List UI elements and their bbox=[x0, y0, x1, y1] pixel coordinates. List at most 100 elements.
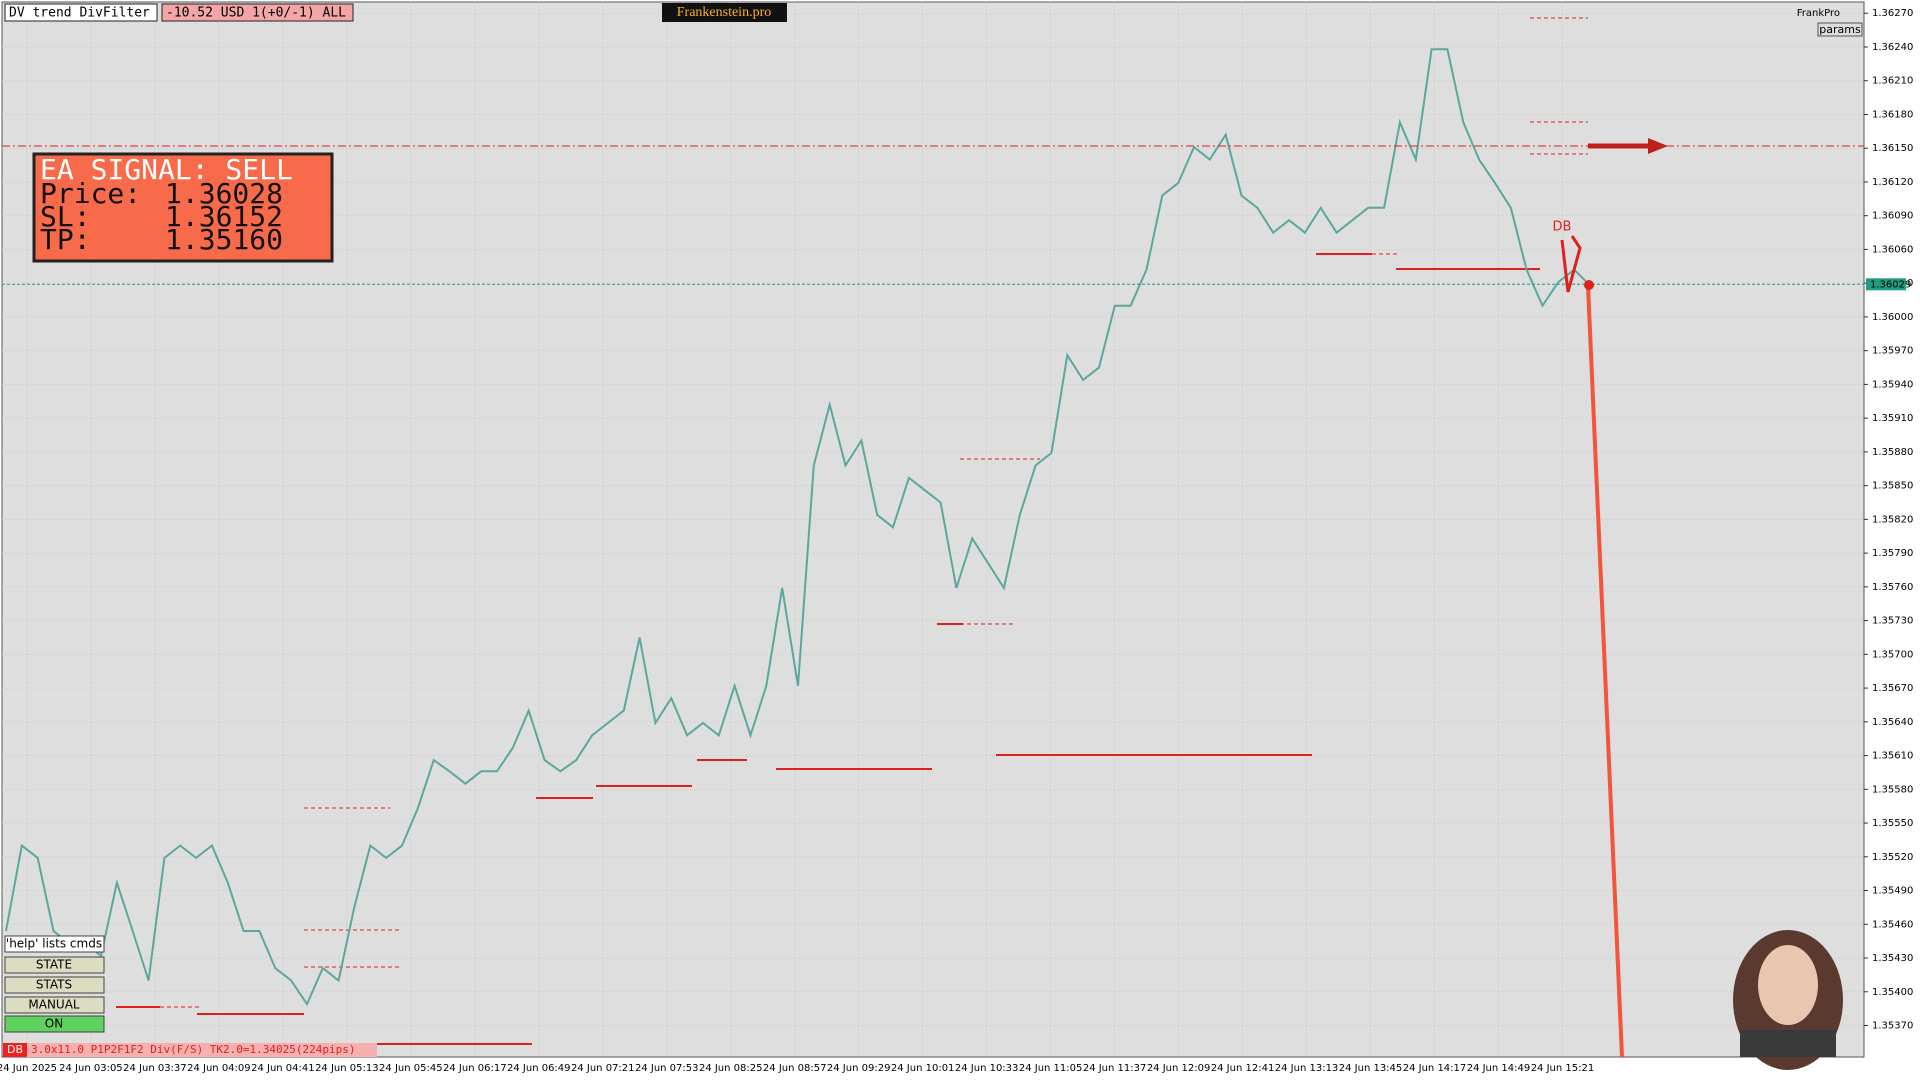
y-tick-label: 1.35490 bbox=[1872, 886, 1913, 897]
y-tick-label: 1.35610 bbox=[1872, 751, 1913, 762]
plot-layer bbox=[2, 48, 1864, 1007]
signal-rows: Price: 1.36028 SL: 1.36152 TP: 1.35160 bbox=[40, 177, 283, 256]
y-tick-label: 1.36060 bbox=[1872, 244, 1913, 255]
x-tick-label: 24 Jun 10:33 bbox=[955, 1063, 1019, 1074]
signal-title: EA SIGNAL: SELL bbox=[40, 153, 293, 186]
y-tick-label: 1.36120 bbox=[1872, 177, 1913, 188]
sl-arrowhead bbox=[1648, 138, 1668, 154]
y-tick-label: 1.35640 bbox=[1872, 717, 1913, 728]
signal-label: TP: bbox=[40, 223, 91, 256]
x-tick-label: 24 Jun 09:29 bbox=[827, 1063, 891, 1074]
x-tick-label: 24 Jun 04:09 bbox=[187, 1063, 251, 1074]
button-panel: 'help' lists cmds STATE STATS MANUAL ON bbox=[4, 935, 105, 1033]
price-line bbox=[5, 48, 1591, 1007]
x-tick-label: 24 Jun 10:01 bbox=[891, 1063, 955, 1074]
x-tick-label: 24 Jun 05:45 bbox=[379, 1063, 443, 1074]
entry-marker bbox=[1584, 280, 1594, 290]
x-tick-label: 24 Jun 15:21 bbox=[1531, 1063, 1595, 1074]
y-tick-label: 1.35760 bbox=[1872, 582, 1913, 593]
x-tick-label: 24 Jun 14:49 bbox=[1467, 1063, 1531, 1074]
bid-label-box bbox=[1866, 278, 1906, 291]
signal-value: 1.35160 bbox=[165, 223, 283, 256]
db-pattern bbox=[1560, 235, 1582, 293]
status-tag: DB bbox=[7, 1043, 23, 1056]
status-text: 3.0x11.0 P1P2F1F2 Div(F/S) TK2.0=1.34025… bbox=[31, 1043, 356, 1056]
y-tick-label: 1.35850 bbox=[1872, 481, 1913, 492]
button-bg[interactable] bbox=[4, 956, 105, 974]
y-tick-label: 1.35910 bbox=[1872, 413, 1913, 424]
y-tick-label: 1.36240 bbox=[1872, 42, 1913, 53]
button-bg bbox=[4, 935, 105, 953]
ea-name: DV trend DivFilter bbox=[9, 6, 150, 21]
account: FrankPro bbox=[1797, 8, 1840, 19]
x-tick-label: 24 Jun 05:13 bbox=[315, 1063, 379, 1074]
x-tick-label: 24 Jun 07:53 bbox=[635, 1063, 699, 1074]
x-tick-label: 24 Jun 14:17 bbox=[1403, 1063, 1467, 1074]
x-tick-label: 24 Jun 11:05 bbox=[1019, 1063, 1083, 1074]
params[interactable]: params bbox=[1819, 23, 1861, 36]
x-tick-label: 24 Jun 08:57 bbox=[763, 1063, 827, 1074]
y-tick-label: 1.35670 bbox=[1872, 683, 1913, 694]
y-tick-label: 1.35400 bbox=[1872, 987, 1913, 998]
x-tick-label: 24 Jun 12:09 bbox=[1147, 1063, 1211, 1074]
y-tick-label: 1.35700 bbox=[1872, 649, 1913, 660]
y-tick-label: 1.35460 bbox=[1872, 919, 1913, 930]
signal-value: 1.36028 bbox=[165, 177, 283, 210]
x-tick-label: 24 Jun 06:17 bbox=[443, 1063, 507, 1074]
x-tick-label: 24 Jun 04:41 bbox=[251, 1063, 315, 1074]
button-bg[interactable] bbox=[4, 996, 105, 1014]
button-bg[interactable] bbox=[4, 976, 105, 994]
button-label[interactable]: ON bbox=[45, 1017, 63, 1031]
x-tick-label: 24 Jun 03:05 bbox=[59, 1063, 123, 1074]
brand-box bbox=[662, 3, 787, 22]
y-tick-label: 1.35580 bbox=[1872, 784, 1913, 795]
x-tick-label: 24 Jun 08:25 bbox=[699, 1063, 763, 1074]
tp-projection bbox=[1586, 285, 1624, 1058]
y-tick-label: 1.35880 bbox=[1872, 447, 1913, 458]
y-tick-label: 1.35820 bbox=[1872, 514, 1913, 525]
y-tick-label: 1.35520 bbox=[1872, 852, 1913, 863]
y-tick-label: 1.35790 bbox=[1872, 548, 1913, 559]
y-tick-label: 1.35730 bbox=[1872, 616, 1913, 627]
bid-label: 1.36029 bbox=[1870, 279, 1911, 290]
pnl-box bbox=[161, 3, 354, 22]
y-tick-label: 1.35940 bbox=[1872, 379, 1913, 390]
x-tick-label: 24 Jun 07:21 bbox=[571, 1063, 635, 1074]
x-tick-label: 24 Jun 13:45 bbox=[1339, 1063, 1403, 1074]
button-label[interactable]: STATE bbox=[36, 958, 72, 972]
signal-label: Price: bbox=[40, 177, 141, 210]
button-label: 'help' lists cmds bbox=[6, 937, 102, 951]
button-label[interactable]: MANUAL bbox=[28, 998, 80, 1012]
pattern-label: DB bbox=[1553, 220, 1572, 235]
x-tick-label: 24 Jun 2025 bbox=[0, 1063, 57, 1074]
y-tick-label: 1.35370 bbox=[1872, 1021, 1913, 1032]
status-box bbox=[27, 1043, 377, 1057]
signal-box bbox=[32, 152, 334, 263]
avatar bbox=[1733, 930, 1843, 1070]
signal-label: SL: bbox=[40, 200, 91, 233]
level-lines bbox=[116, 253, 1540, 1045]
y-tick-label: 1.36180 bbox=[1872, 109, 1913, 120]
y-tick-label: 1.36000 bbox=[1872, 312, 1913, 323]
y-tick-label: 1.36270 bbox=[1872, 8, 1913, 19]
x-tick-label: 24 Jun 11:37 bbox=[1083, 1063, 1147, 1074]
brand: Frankenstein.pro bbox=[677, 5, 771, 20]
pnl: -10.52 USD 1(+0/-1) ALL bbox=[166, 6, 346, 21]
y-tick-label: 1.36150 bbox=[1872, 143, 1913, 154]
x-tick-label: 24 Jun 03:37 bbox=[123, 1063, 187, 1074]
signal-value: 1.36152 bbox=[165, 200, 283, 233]
y-tick-label: 1.36090 bbox=[1872, 211, 1913, 222]
y-tick-label: 1.35970 bbox=[1872, 346, 1913, 357]
x-tick-label: 24 Jun 12:41 bbox=[1211, 1063, 1275, 1074]
x-tick-label: 24 Jun 06:49 bbox=[507, 1063, 571, 1074]
level-dashes bbox=[160, 17, 1588, 1008]
params-box[interactable] bbox=[1817, 22, 1863, 37]
button-label[interactable]: STATS bbox=[36, 978, 72, 992]
y-tick-label: 1.35550 bbox=[1872, 818, 1913, 829]
y-tick-label: 1.35430 bbox=[1872, 953, 1913, 964]
button-bg[interactable] bbox=[4, 1015, 105, 1033]
ea-name-box bbox=[4, 3, 158, 22]
status-tag-box bbox=[3, 1043, 27, 1057]
y-tick-label: 1.36210 bbox=[1872, 76, 1913, 87]
